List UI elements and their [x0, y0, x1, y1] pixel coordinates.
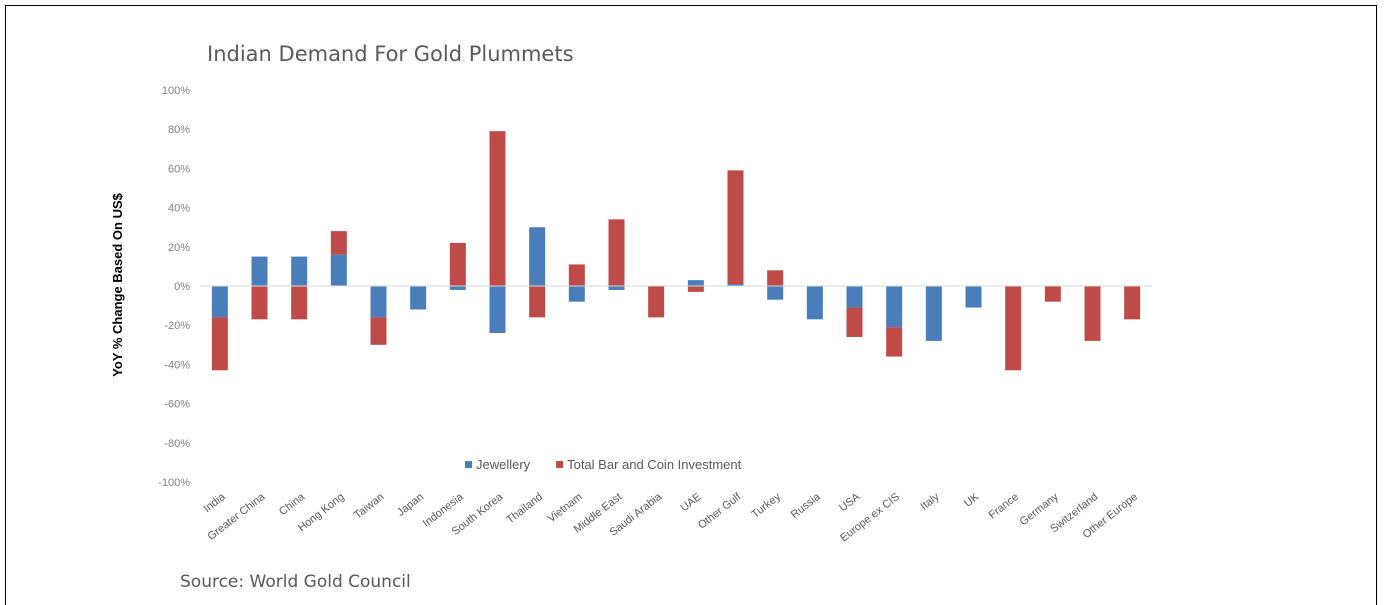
bar-segment — [211, 286, 228, 318]
category-label: Italy — [918, 491, 942, 513]
bar-segment — [767, 270, 784, 286]
legend: Jewellery Total Bar and Coin Investment — [465, 457, 742, 472]
bar-segment — [568, 264, 585, 286]
y-tick-label: 0% — [174, 281, 190, 293]
category-label: China — [277, 490, 308, 518]
bar-segment — [1044, 286, 1061, 302]
category-label: France — [987, 491, 1021, 522]
category-label: Other Gulf — [696, 490, 744, 531]
category-label: Japan — [395, 491, 426, 519]
bar-segment — [449, 286, 466, 290]
chart-title: Indian Demand For Gold Plummets — [207, 42, 574, 66]
bar-segment — [370, 317, 387, 345]
category-label: Thailand — [504, 491, 545, 526]
bar-segment — [965, 286, 982, 308]
y-tick-label: -80% — [164, 438, 190, 450]
y-tick-label: -100% — [158, 477, 190, 489]
category-label: Russia — [789, 490, 824, 521]
bar-segment — [608, 286, 625, 290]
category-label: UAE — [678, 491, 703, 514]
y-tick-label: 100% — [162, 85, 190, 97]
y-tick-label: 40% — [168, 203, 190, 215]
chart-frame — [5, 5, 1377, 605]
y-tick-label: 60% — [168, 163, 190, 175]
y-tick-label: 80% — [168, 124, 190, 136]
bar-segment — [727, 284, 744, 286]
bar-segment — [687, 286, 704, 292]
bar-segment — [886, 327, 903, 357]
bar-segment — [846, 286, 863, 308]
bar-segment — [767, 286, 784, 300]
bar-segment — [846, 307, 863, 337]
bar-segment — [330, 254, 347, 286]
bar-segment — [886, 286, 903, 328]
bar-segment — [727, 170, 744, 285]
bar-segment — [687, 280, 704, 286]
category-label: India — [201, 490, 228, 515]
y-tick-label: -20% — [164, 320, 190, 332]
bar-segment — [648, 286, 665, 318]
bar-segment — [291, 286, 308, 320]
bar-segment — [410, 286, 427, 310]
bar-segment — [1124, 286, 1141, 320]
bar-segment — [1005, 286, 1022, 371]
bar-segment — [449, 242, 466, 286]
bar-segment — [291, 256, 308, 286]
chart-source: Source: World Gold Council — [180, 572, 411, 592]
bar-segment — [251, 286, 268, 320]
legend-swatch — [465, 461, 472, 468]
y-tick-label: -60% — [164, 399, 190, 411]
bar-segment — [370, 286, 387, 318]
bar-segment — [251, 256, 268, 286]
bar-segment — [529, 286, 546, 318]
y-axis-ticks: 100% 80% 60% 40% 20% 0% -20% -40% -60% -80% -100% — [158, 85, 190, 489]
category-label: USA — [837, 491, 863, 515]
category-label: Taiwan — [352, 491, 386, 522]
bar-segment — [211, 317, 228, 371]
legend-label: Total Bar and Coin Investment — [567, 457, 742, 472]
bar-segment — [568, 286, 585, 302]
bar-segment — [1084, 286, 1101, 341]
bar-segment — [608, 219, 625, 286]
legend-swatch — [556, 461, 564, 468]
bar-segment — [330, 231, 347, 255]
category-label: Turkey — [749, 491, 783, 521]
bar-segment — [806, 286, 823, 320]
bar-segment — [489, 286, 506, 334]
bar-segment — [489, 131, 506, 286]
y-tick-label: -40% — [164, 359, 190, 371]
bar-segment — [529, 227, 546, 286]
legend-label: Jewellery — [476, 457, 531, 472]
category-label: UK — [962, 490, 982, 509]
bars — [211, 131, 1141, 371]
y-tick-label: 20% — [168, 242, 190, 254]
y-axis-label: YoY % Change Based On US$ — [110, 192, 125, 377]
bar-segment — [925, 286, 942, 341]
